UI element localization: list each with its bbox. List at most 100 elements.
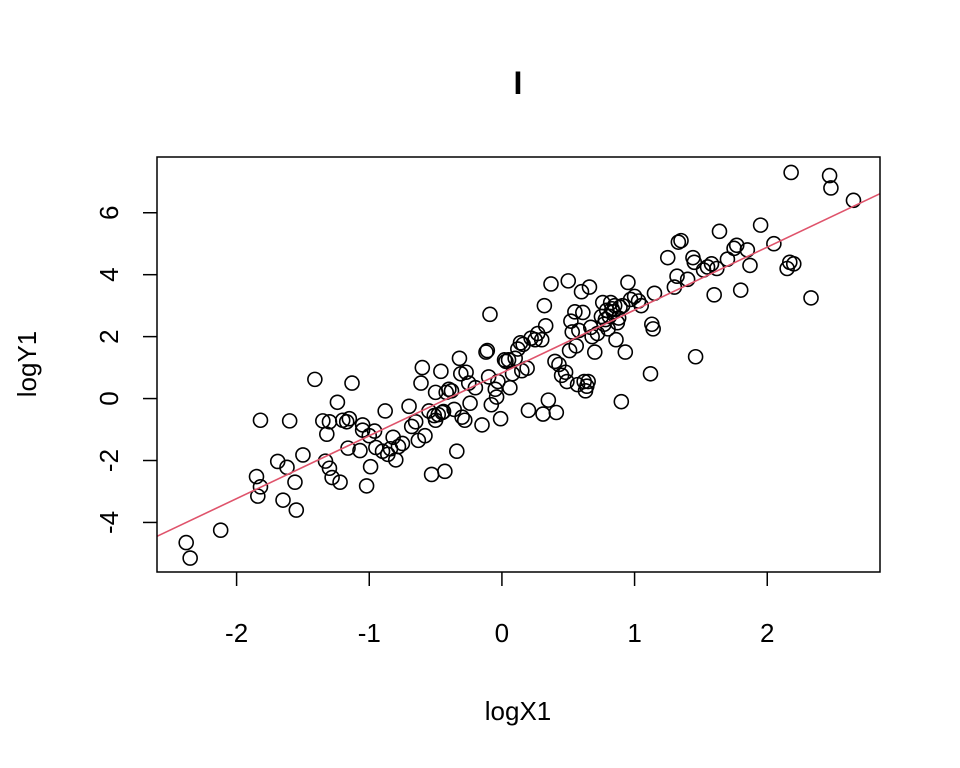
data-point [478, 344, 494, 360]
data-point [182, 550, 198, 566]
data-point [423, 466, 440, 483]
y-tick-label: -2 [94, 449, 124, 472]
data-point [462, 395, 478, 412]
data-point [449, 443, 465, 460]
data-point [612, 299, 628, 316]
axes-ticks: -2 -1 0 1 2 -4 -2 0 2 4 6 [94, 206, 774, 648]
data-point [340, 440, 356, 456]
x-tick-label: 2 [760, 618, 774, 648]
data-point [366, 423, 383, 439]
data-point [548, 404, 565, 421]
data-point [498, 353, 514, 370]
data-point [742, 257, 758, 274]
data-point [537, 317, 554, 334]
data-point [617, 344, 634, 360]
data-point [823, 180, 839, 196]
y-tick-label: -4 [94, 511, 124, 534]
x-tick-label: -1 [358, 618, 381, 648]
data-point [563, 313, 579, 329]
y-tick-label: 0 [94, 391, 124, 405]
y-axis-label: logY1 [12, 331, 42, 398]
data-point [642, 365, 659, 382]
data-point [785, 256, 802, 272]
data-point [673, 232, 689, 249]
data-point [394, 435, 411, 452]
data-points [178, 164, 862, 566]
data-point [454, 409, 470, 425]
x-tick-label: 0 [495, 618, 509, 648]
data-point [482, 306, 498, 323]
data-point [752, 217, 769, 233]
data-point [520, 402, 537, 419]
data-point [488, 389, 505, 405]
data-point [403, 418, 420, 435]
data-point [361, 427, 378, 444]
chart-title: I [514, 65, 523, 101]
plot-frame [156, 156, 881, 573]
data-point [821, 167, 838, 184]
data-point [338, 413, 355, 430]
data-point [633, 297, 650, 314]
data-point [560, 273, 577, 289]
data-point [362, 458, 379, 475]
data-point [670, 234, 687, 250]
data-point [679, 271, 696, 288]
x-tick-label: -2 [225, 618, 248, 648]
data-point [659, 249, 676, 266]
data-point [547, 353, 563, 370]
data-point [483, 396, 500, 413]
data-point [441, 381, 457, 398]
data-point [492, 410, 509, 427]
data-point [295, 447, 311, 463]
data-point [706, 287, 722, 303]
data-point [559, 373, 575, 390]
data-point [344, 375, 360, 391]
data-point [252, 412, 269, 429]
regression-line [156, 192, 881, 538]
data-point [407, 413, 424, 430]
data-point [568, 338, 585, 354]
data-point [783, 164, 799, 181]
data-point [533, 331, 550, 348]
data-point [586, 344, 603, 360]
data-point [496, 352, 513, 368]
data-point [803, 290, 819, 306]
data-point [329, 394, 346, 411]
data-point [480, 369, 497, 385]
data-point [567, 304, 583, 320]
data-point [252, 479, 269, 495]
data-point [613, 393, 630, 410]
y-tick-label: 6 [94, 206, 124, 220]
data-point [711, 223, 728, 240]
data-point [435, 403, 452, 420]
data-point [557, 364, 574, 381]
data-point [571, 322, 587, 339]
data-point [732, 282, 749, 298]
data-point [413, 375, 429, 391]
data-point [275, 492, 291, 508]
data-point [620, 274, 636, 291]
data-point [507, 350, 523, 367]
data-point [467, 379, 484, 396]
data-point [669, 268, 685, 285]
data-point [573, 283, 590, 300]
data-point [474, 417, 490, 433]
y-tick-label: 4 [94, 267, 124, 281]
data-point [502, 379, 518, 396]
data-point [645, 321, 661, 337]
x-axis-label: logX1 [485, 696, 552, 726]
data-point [433, 363, 449, 380]
data-point [728, 237, 745, 254]
data-point [358, 478, 375, 494]
data-point [443, 383, 460, 399]
data-point [479, 342, 496, 359]
data-point [446, 401, 462, 418]
data-point [437, 463, 453, 480]
data-point [766, 235, 782, 252]
data-point [458, 364, 474, 381]
data-point [703, 256, 720, 272]
data-point [845, 192, 862, 209]
data-point [324, 469, 340, 486]
data-point [390, 438, 407, 455]
